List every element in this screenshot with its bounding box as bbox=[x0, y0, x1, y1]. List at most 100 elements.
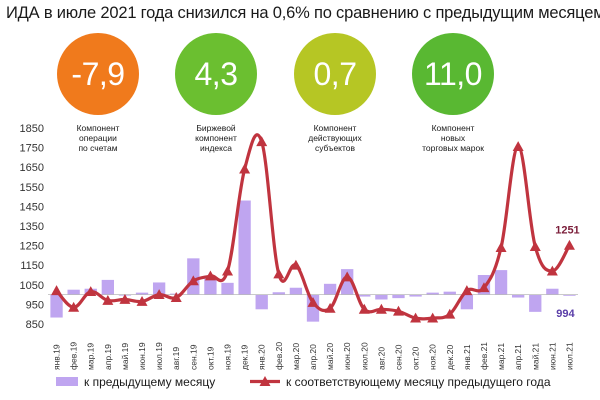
line-marker bbox=[427, 312, 439, 323]
indicator-value-3: 0,7 bbox=[313, 55, 357, 92]
x-tick-label: апр.20 bbox=[308, 344, 318, 370]
line-marker bbox=[239, 163, 251, 174]
line-marker bbox=[187, 275, 199, 286]
indicator-label-2: Биржевой компонент индекса bbox=[195, 123, 237, 153]
bar bbox=[409, 294, 422, 297]
line-marker bbox=[119, 294, 131, 304]
x-tick-label: мар.21 bbox=[496, 343, 506, 370]
line-marker bbox=[170, 292, 182, 302]
indicator-circle-4: 11,0 bbox=[412, 33, 494, 115]
indicator-value-4: 11,0 bbox=[424, 55, 482, 92]
line-marker bbox=[204, 270, 216, 281]
legend-label-bars: к предыдущему месяцу bbox=[84, 375, 215, 389]
x-tick-label: мар.19 bbox=[86, 343, 96, 370]
x-tick-label: июн.19 bbox=[137, 342, 147, 370]
bar bbox=[289, 287, 303, 295]
bar bbox=[306, 294, 320, 322]
line-marker bbox=[375, 303, 387, 314]
x-tick-label: июн.20 bbox=[342, 342, 352, 370]
bar bbox=[358, 294, 371, 297]
x-tick-label: дек.20 bbox=[445, 345, 455, 370]
bar bbox=[375, 294, 388, 300]
bar bbox=[546, 288, 559, 295]
x-tick-label: июн.21 bbox=[547, 342, 557, 370]
line-marker bbox=[273, 268, 285, 279]
x-tick-label: май.21 bbox=[530, 343, 540, 370]
line-marker bbox=[324, 302, 336, 313]
line-marker bbox=[102, 294, 114, 305]
line-marker bbox=[410, 312, 422, 323]
bar bbox=[341, 269, 354, 295]
bar bbox=[323, 283, 337, 295]
x-tick-label: фев.20 bbox=[274, 342, 284, 370]
y-tick-label: 1750 bbox=[20, 143, 44, 155]
line-marker bbox=[307, 296, 319, 307]
bar bbox=[101, 279, 114, 295]
bar bbox=[238, 200, 251, 295]
bar bbox=[392, 294, 405, 299]
line-last-value-label: 1251 bbox=[555, 224, 579, 236]
x-tick-label: июл.21 bbox=[564, 342, 574, 370]
bar bbox=[152, 282, 166, 295]
x-tick-label: сен.19 bbox=[188, 344, 198, 370]
indicator-value-1: -7,9 bbox=[71, 55, 125, 92]
x-tick-label: фев.19 bbox=[69, 342, 79, 370]
bar bbox=[204, 276, 217, 295]
legend-swatch-bars bbox=[56, 377, 78, 386]
line-marker bbox=[478, 282, 490, 293]
line-marker bbox=[222, 265, 234, 276]
x-tick-label: янв.21 bbox=[462, 344, 472, 370]
x-tick-label: апр.19 bbox=[103, 344, 113, 370]
line-marker bbox=[444, 308, 456, 319]
line-marker bbox=[68, 301, 80, 312]
y-tick-label: 1050 bbox=[20, 280, 44, 292]
line-marker bbox=[51, 285, 63, 296]
line-marker bbox=[529, 241, 541, 251]
bar bbox=[272, 292, 285, 295]
bar bbox=[512, 294, 525, 298]
legend-label-line: к соответствующему месяцу предыдущего го… bbox=[286, 375, 551, 389]
indicator-circle-3: 0,7 bbox=[294, 33, 376, 115]
bar bbox=[67, 289, 80, 295]
x-tick-label: май.19 bbox=[120, 343, 130, 370]
y-tick-label: 1250 bbox=[20, 241, 44, 253]
indicator-value-2: 4,3 bbox=[194, 55, 238, 92]
indicator-circle-1: -7,9 bbox=[57, 33, 139, 115]
bar bbox=[563, 294, 576, 296]
y-tick-label: 1350 bbox=[20, 221, 44, 233]
y-tick-label: 850 bbox=[26, 319, 44, 331]
y-tick-label: 1850 bbox=[20, 123, 44, 135]
y-tick-label: 1650 bbox=[20, 162, 44, 174]
bar bbox=[494, 270, 508, 295]
indicator-label-4: Компонент новых торговых марок bbox=[422, 123, 484, 153]
x-tick-label: окт.19 bbox=[205, 346, 215, 370]
line-marker bbox=[341, 271, 353, 282]
bar bbox=[135, 292, 149, 295]
line-marker bbox=[290, 259, 302, 270]
line-marker bbox=[461, 285, 473, 296]
x-tick-label: апр.21 bbox=[513, 344, 523, 370]
bar bbox=[426, 292, 439, 295]
line-marker bbox=[563, 239, 575, 250]
indicator-circle-2: 4,3 bbox=[175, 33, 257, 115]
line-marker bbox=[546, 265, 558, 276]
x-tick-label: авг.19 bbox=[171, 347, 181, 370]
y-tick-label: 1450 bbox=[20, 201, 44, 213]
line-marker bbox=[153, 289, 165, 299]
x-tick-label: июл.19 bbox=[154, 342, 164, 370]
bar bbox=[460, 294, 474, 310]
x-tick-label: авг.20 bbox=[376, 347, 386, 370]
x-tick-label: ноя.19 bbox=[223, 344, 233, 370]
line-marker bbox=[85, 286, 97, 297]
x-tick-label: янв.20 bbox=[257, 344, 267, 370]
line-marker bbox=[136, 295, 148, 306]
x-tick-label: ноя.20 bbox=[428, 344, 438, 370]
legend-swatch-marker bbox=[259, 376, 271, 386]
bar bbox=[529, 294, 542, 312]
bar bbox=[443, 291, 456, 295]
line-marker bbox=[512, 141, 524, 152]
x-tick-label: янв.19 bbox=[52, 344, 62, 370]
line-marker bbox=[495, 242, 507, 252]
x-tick-label: фев.21 bbox=[479, 342, 489, 370]
